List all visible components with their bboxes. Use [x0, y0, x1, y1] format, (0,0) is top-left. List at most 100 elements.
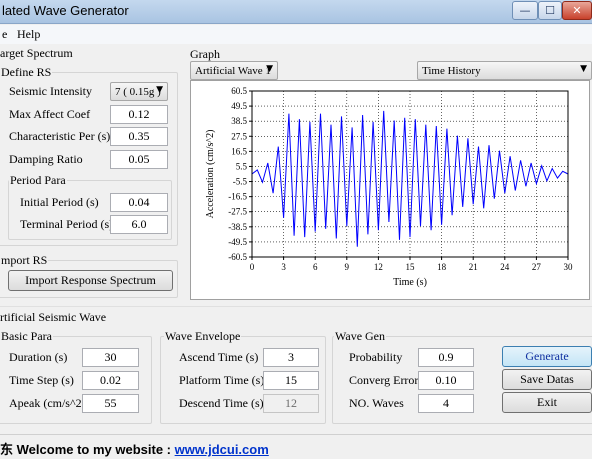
x-tick-label: 12 — [374, 262, 383, 272]
wave-select[interactable]: Artificial Wave 1 ▼ — [190, 61, 278, 80]
basic-para-title: Basic Para — [0, 329, 53, 344]
artificial-wave-title: rtificial Seismic Wave — [0, 310, 107, 324]
chevron-down-icon: ▼ — [266, 64, 273, 74]
x-tick-label: 3 — [281, 262, 286, 272]
generate-button[interactable]: Generate — [502, 346, 592, 367]
time-step-field[interactable]: 0.02 — [82, 371, 139, 390]
menu-help[interactable]: Help — [17, 27, 41, 41]
seismic-intensity-select[interactable]: 7 ( 0.15g ) ▼ — [110, 82, 168, 101]
characteristic-per-field[interactable]: 0.35 — [110, 127, 168, 146]
x-tick-label: 6 — [313, 262, 318, 272]
x-tick-label: 24 — [500, 262, 510, 272]
x-tick-label: 0 — [250, 262, 255, 272]
y-tick-label: 27.5 — [231, 131, 247, 141]
status-prefix: 东 — [0, 442, 14, 457]
terminal-period-field[interactable]: 6.0 — [110, 215, 168, 234]
define-rs-title: Define RS — [0, 65, 53, 80]
x-tick-label: 15 — [406, 262, 416, 272]
wave-select-value: Artificial Wave 1 — [195, 64, 271, 77]
y-tick-label: 5.5 — [236, 161, 248, 171]
close-icon: ✕ — [572, 4, 582, 17]
exit-button[interactable]: Exit — [502, 392, 592, 413]
save-datas-button[interactable]: Save Datas — [502, 369, 592, 390]
apeak-label: Apeak (cm/s^2) — [9, 396, 86, 410]
minimize-button[interactable]: — — [512, 1, 538, 20]
wave-gen-title: Wave Gen — [334, 329, 387, 344]
import-rs-group — [0, 260, 178, 298]
ascend-time-field[interactable]: 3 — [263, 348, 319, 367]
plot-panel: 0 3 6 9 12 15 18 21 24 27 30 60.5 49.5 38.5 27.5 16.5 5.… — [190, 80, 590, 300]
descend-time-field: 12 — [263, 394, 319, 413]
y-tick-label: 38.5 — [231, 116, 247, 126]
graph-title: Graph — [190, 47, 220, 61]
no-waves-field[interactable]: 4 — [418, 394, 474, 413]
apeak-field[interactable]: 55 — [82, 394, 139, 413]
import-rs-title: mport RS — [0, 253, 49, 268]
max-affect-coef-label: Max Affect Coef — [9, 107, 91, 121]
x-tick-label: 30 — [564, 262, 574, 272]
descend-time-label: Descend Time (s) — [179, 396, 264, 410]
close-button[interactable]: ✕ — [562, 1, 592, 20]
view-select-value: Time History — [422, 64, 481, 77]
wave-gen-group — [332, 336, 592, 424]
period-para-title: Period Para — [9, 173, 67, 188]
divider — [0, 306, 592, 307]
duration-label: Duration (s) — [9, 350, 68, 364]
target-spectrum-title: arget Spectrum — [0, 46, 73, 60]
x-tick-label: 9 — [345, 262, 350, 272]
duration-field[interactable]: 30 — [82, 348, 139, 367]
damping-ratio-field[interactable]: 0.05 — [110, 150, 168, 169]
y-tick-label: 60.5 — [231, 86, 247, 96]
title-bar: lated Wave Generator — ☐ ✕ — [0, 0, 592, 24]
time-step-label: Time Step (s) — [9, 373, 74, 387]
import-response-spectrum-button[interactable]: Import Response Spectrum — [8, 270, 173, 291]
x-tick-label: 18 — [437, 262, 447, 272]
seismic-intensity-value: 7 ( 0.15g ) — [115, 85, 161, 98]
initial-period-field[interactable]: 0.04 — [110, 193, 168, 212]
status-message: 东 Welcome to my website : www.jdcui.com — [0, 439, 269, 458]
period-para-group — [8, 180, 172, 240]
seismic-intensity-label: Seismic Intensity — [9, 84, 92, 98]
y-tick-label: -49.5 — [228, 237, 247, 247]
series-line — [251, 110, 569, 247]
characteristic-per-label: Characteristic Per (s) — [9, 129, 111, 143]
status-bar: 东 Welcome to my website : www.jdcui.com — [0, 434, 592, 459]
terminal-period-label: Terminal Period (s) — [20, 217, 114, 231]
maximize-button[interactable]: ☐ — [538, 1, 562, 20]
y-tick-label: -27.5 — [228, 207, 247, 217]
menu-file[interactable]: e — [2, 27, 8, 41]
status-text: Welcome to my website : — [16, 442, 171, 457]
basic-para-group — [0, 336, 152, 424]
no-waves-label: NO. Waves — [349, 396, 404, 410]
platform-time-field[interactable]: 15 — [263, 371, 319, 390]
time-history-chart: 0 3 6 9 12 15 18 21 24 27 30 60.5 49.5 38.5 27.5 16.5 5.… — [205, 86, 574, 288]
max-affect-coef-field[interactable]: 0.12 — [110, 105, 168, 124]
y-tick-label: 16.5 — [231, 146, 247, 156]
converg-error-field[interactable]: 0.10 — [418, 371, 474, 390]
platform-time-label: Platform Time (s) — [179, 373, 265, 387]
y-axis-label: Acceleration (cm/s^2) — [205, 130, 216, 219]
y-tick-label: -5.5 — [233, 177, 248, 187]
define-rs-group — [0, 72, 178, 246]
window-title: lated Wave Generator — [2, 3, 129, 18]
wave-envelope-group — [160, 336, 326, 424]
probability-label: Probability — [349, 350, 403, 364]
chevron-down-icon: ▼ — [156, 85, 163, 95]
view-select[interactable]: Time History ▼ — [417, 61, 592, 80]
y-tick-label: -16.5 — [228, 192, 247, 202]
x-tick-label: 21 — [469, 262, 478, 272]
minimize-icon: — — [519, 4, 531, 17]
menu-bar: e Help — [0, 25, 592, 44]
converg-error-label: Converg Error — [349, 373, 419, 387]
damping-ratio-label: Damping Ratio — [9, 152, 83, 166]
y-tick-label: -60.5 — [228, 252, 247, 262]
probability-field[interactable]: 0.9 — [418, 348, 474, 367]
website-link[interactable]: www.jdcui.com — [174, 442, 269, 457]
x-axis-label: Time (s) — [393, 277, 427, 288]
chevron-down-icon: ▼ — [580, 64, 587, 74]
initial-period-label: Initial Period (s) — [20, 195, 99, 209]
ascend-time-label: Ascend Time (s) — [179, 350, 259, 364]
y-tick-label: 49.5 — [231, 101, 247, 111]
y-tick-label: -38.5 — [228, 222, 247, 232]
